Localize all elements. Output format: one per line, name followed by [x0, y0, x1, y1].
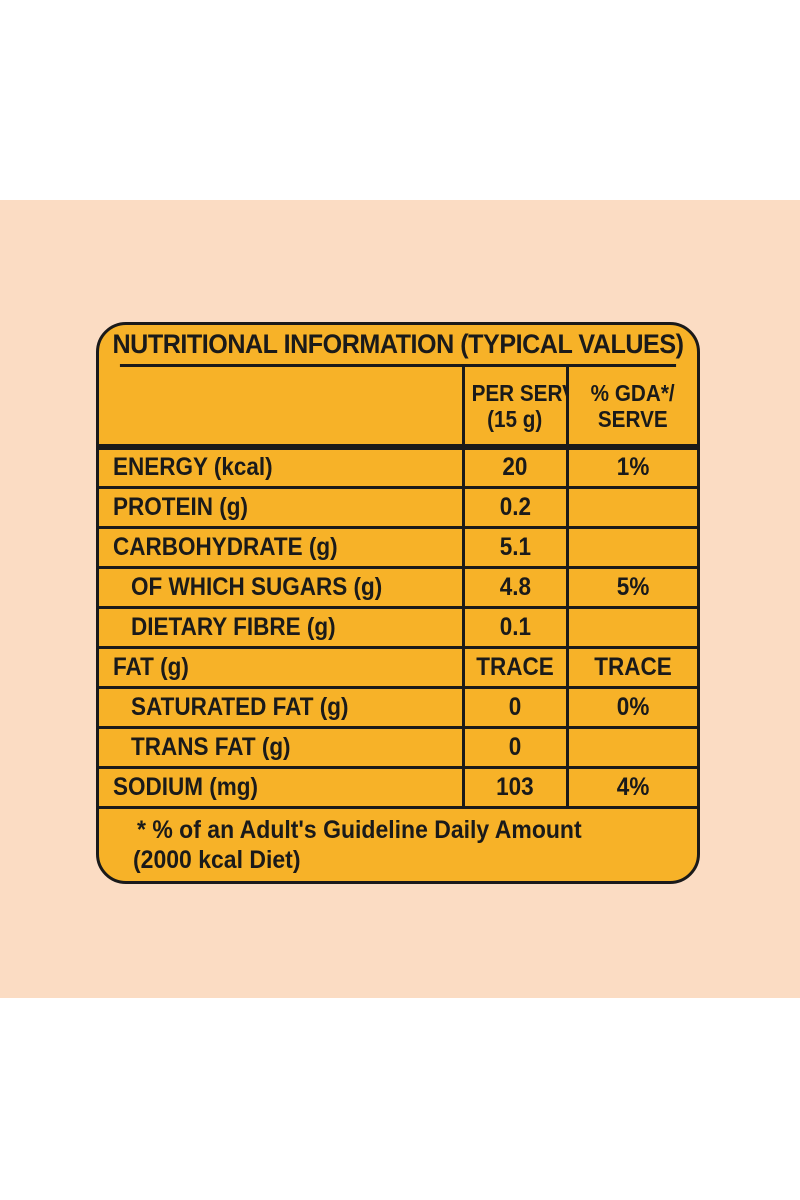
table-row: SODIUM (mg) 103 4% [99, 767, 697, 809]
header-per-serve: PER SERVE (15 g) [461, 367, 567, 450]
nutrient-name: SATURATED FAT (g) [99, 687, 463, 729]
gda-value: 0% [565, 687, 697, 729]
per-serve-value: 20 [461, 447, 567, 489]
nutrient-name: PROTEIN (g) [99, 487, 463, 529]
nutrition-table: PER SERVE (15 g) % GDA*/ SERVE ENERGY (k… [99, 367, 697, 809]
header-gda-line2: SERVE [597, 405, 668, 432]
gda-value [565, 607, 697, 649]
gda-value [565, 487, 697, 529]
header-gda: % GDA*/ SERVE [565, 367, 697, 450]
gda-value [565, 527, 697, 569]
table-row: OF WHICH SUGARS (g) 4.8 5% [99, 567, 697, 609]
table-row: TRANS FAT (g) 0 [99, 727, 697, 769]
nutrient-name: CARBOHYDRATE (g) [99, 527, 463, 569]
nutrition-label-panel: NUTRITIONAL INFORMATION (TYPICAL VALUES)… [96, 322, 700, 884]
table-row: ENERGY (kcal) 20 1% [99, 447, 697, 489]
label-title: NUTRITIONAL INFORMATION (TYPICAL VALUES) [113, 325, 684, 367]
header-gda-line1: % GDA*/ [590, 379, 675, 406]
table-row: PROTEIN (g) 0.2 [99, 487, 697, 529]
per-serve-value: 0.1 [461, 607, 567, 649]
per-serve-value: 103 [461, 767, 567, 809]
nutrient-name: OF WHICH SUGARS (g) [99, 567, 463, 609]
per-serve-value: TRACE [461, 647, 567, 689]
gda-value: TRACE [565, 647, 697, 689]
per-serve-value: 0 [461, 687, 567, 729]
table-row: FAT (g) TRACE TRACE [99, 647, 697, 689]
nutrient-name: DIETARY FIBRE (g) [99, 607, 463, 649]
footnote-line2: (2000 kcal Diet) [133, 846, 301, 874]
per-serve-value: 5.1 [461, 527, 567, 569]
table-row: DIETARY FIBRE (g) 0.1 [99, 607, 697, 649]
gda-value: 4% [565, 767, 697, 809]
nutrient-name: ENERGY (kcal) [99, 447, 463, 489]
table-header-row: PER SERVE (15 g) % GDA*/ SERVE [99, 367, 697, 450]
per-serve-value: 4.8 [461, 567, 567, 609]
header-nutrient-blank [99, 367, 463, 450]
gda-value [565, 727, 697, 769]
header-per-serve-line1: PER SERVE [471, 379, 567, 406]
gda-value: 5% [565, 567, 697, 609]
nutrient-name: TRANS FAT (g) [99, 727, 463, 769]
header-per-serve-line2: (15 g) [487, 405, 543, 432]
gda-value: 1% [565, 447, 697, 489]
table-row: CARBOHYDRATE (g) 5.1 [99, 527, 697, 569]
per-serve-value: 0 [461, 727, 567, 769]
per-serve-value: 0.2 [461, 487, 567, 529]
nutrient-name: SODIUM (mg) [99, 767, 463, 809]
table-row: SATURATED FAT (g) 0 0% [99, 687, 697, 729]
footnote-line1: * % of an Adult's Guideline Daily Amount [137, 816, 582, 844]
gda-footnote: * % of an Adult's Guideline Daily Amount… [133, 815, 697, 875]
nutrient-name: FAT (g) [99, 647, 463, 689]
